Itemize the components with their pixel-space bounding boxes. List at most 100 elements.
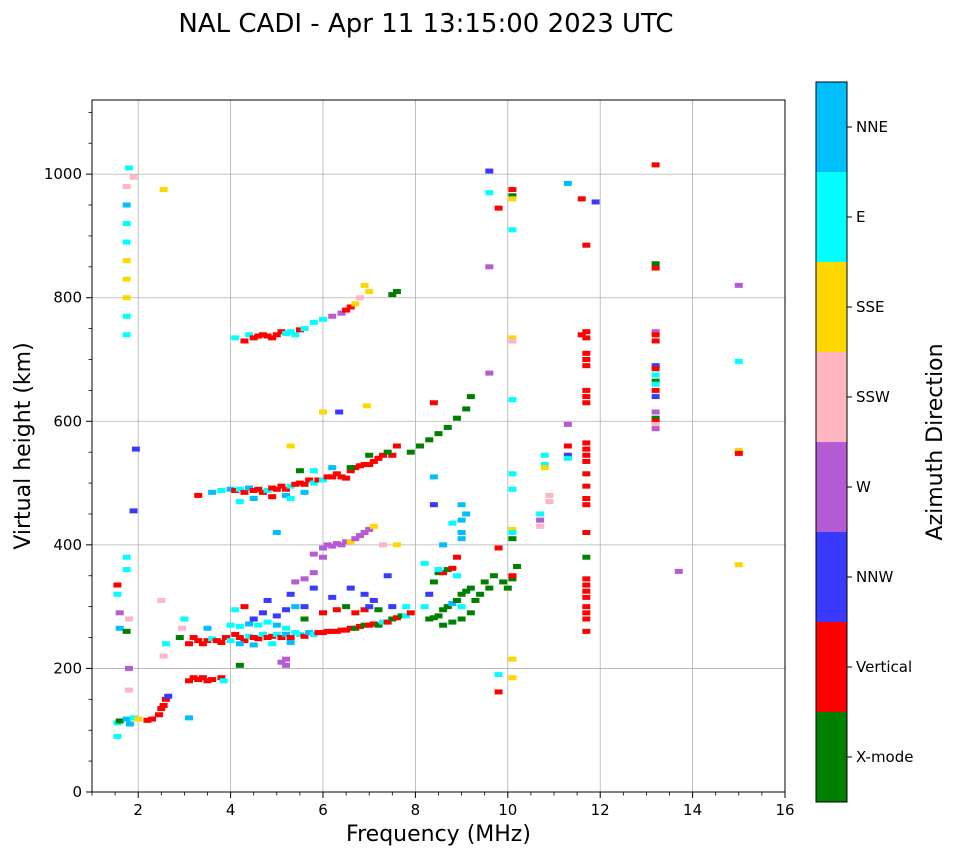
y-tick-label: 0: [72, 783, 82, 801]
data-point: [113, 591, 122, 597]
data-point: [159, 703, 168, 708]
data-point: [323, 474, 332, 480]
data-point: [494, 205, 503, 211]
data-point: [379, 619, 388, 625]
data-point: [159, 187, 168, 193]
data-point: [272, 622, 281, 628]
data-point: [309, 480, 318, 486]
data-point: [365, 289, 374, 295]
data-point: [309, 319, 318, 325]
data-point: [309, 468, 318, 474]
data-point: [113, 733, 122, 739]
data-point: [346, 304, 355, 310]
data-point: [485, 370, 494, 376]
data-point: [351, 625, 360, 631]
data-point: [180, 616, 189, 622]
data-point: [443, 424, 452, 430]
colorbar-label: NNW: [856, 568, 893, 586]
data-point: [282, 656, 291, 662]
data-point: [651, 426, 660, 432]
data-point: [369, 621, 378, 627]
data-point: [582, 530, 591, 535]
data-point: [291, 630, 300, 636]
data-point: [319, 630, 327, 636]
data-point: [420, 560, 429, 566]
data-point: [508, 193, 517, 199]
data-point: [305, 630, 314, 636]
data-point: [122, 554, 131, 560]
data-point: [314, 630, 323, 636]
colorbar-title: Azimuth Direction: [923, 343, 948, 540]
data-point: [122, 313, 131, 319]
data-point: [508, 471, 517, 477]
data-point: [582, 458, 591, 464]
data-point: [406, 449, 415, 455]
data-point: [457, 604, 466, 610]
x-tick-label: 4: [226, 801, 236, 819]
data-point: [489, 573, 498, 579]
data-point: [582, 400, 591, 406]
data-point: [194, 638, 203, 644]
data-point: [258, 631, 267, 637]
data-point: [374, 455, 383, 461]
data-point: [582, 394, 591, 400]
data-point: [508, 536, 517, 542]
plot-area: 2 4 6 8 10 12 14 16 0 200 400 600 800 1000 Frequency (…: [11, 99, 795, 847]
data-point: [291, 481, 300, 487]
data-point: [457, 616, 466, 622]
data-point: [582, 594, 591, 600]
data-point: [332, 628, 341, 634]
data-point: [582, 502, 591, 508]
data-point: [651, 261, 660, 267]
data-point: [457, 530, 466, 535]
data-point: [300, 489, 309, 495]
data-point: [651, 162, 660, 168]
y-tick-label: 1000: [44, 165, 82, 183]
data-point: [443, 604, 452, 610]
data-point: [295, 631, 304, 637]
data-point: [254, 636, 263, 642]
y-tick-label: 200: [53, 659, 82, 677]
data-point: [291, 604, 300, 610]
data-point: [268, 485, 277, 491]
data-point: [392, 615, 401, 621]
data-point: [300, 326, 309, 332]
data-point: [295, 468, 304, 474]
data-point: [651, 378, 660, 384]
data-point: [319, 554, 327, 560]
data-point: [240, 338, 249, 344]
data-point: [268, 641, 277, 647]
data-point: [254, 333, 263, 339]
colorbar-label: W: [856, 478, 871, 496]
data-point: [268, 335, 277, 341]
data-point: [582, 604, 591, 610]
data-point: [328, 465, 337, 471]
data-point: [577, 196, 586, 202]
data-point: [651, 394, 660, 400]
data-point: [485, 190, 494, 196]
data-point: [485, 264, 494, 270]
data-point: [476, 591, 485, 597]
data-point: [286, 329, 295, 335]
data-point: [157, 706, 166, 712]
data-point: [582, 387, 591, 393]
data-point: [161, 696, 170, 702]
data-point: [282, 486, 291, 492]
data-point: [295, 480, 304, 486]
data-point: [457, 536, 466, 542]
data-point: [221, 635, 230, 641]
data-point: [582, 363, 591, 369]
data-point: [536, 517, 545, 523]
data-point: [651, 329, 660, 335]
data-point: [582, 588, 591, 594]
data-point: [277, 659, 286, 665]
data-point: [122, 716, 131, 722]
data-point: [365, 526, 374, 532]
y-tick-label: 600: [53, 412, 82, 430]
data-point: [337, 542, 346, 548]
data-point: [282, 492, 291, 498]
data-point: [240, 489, 249, 495]
chart-title: NAL CADI - Apr 11 13:15:00 2023 UTC: [178, 9, 673, 39]
data-point: [392, 443, 401, 449]
